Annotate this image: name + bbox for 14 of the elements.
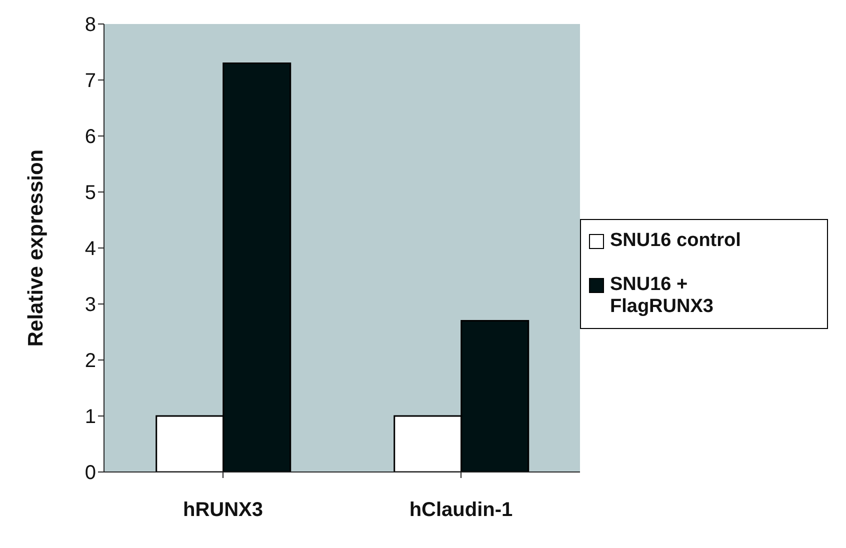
y-tick-label: 3 — [84, 294, 96, 316]
y-tick-label: 4 — [84, 238, 96, 260]
x-tick-label: hClaudin-1 — [409, 499, 513, 522]
y-tick-label: 1 — [84, 406, 96, 428]
y-axis-title: Relative expression — [24, 149, 48, 347]
legend-label: SNU16 + FlagRUNX3 — [610, 274, 714, 318]
y-tick-label: 7 — [84, 70, 96, 92]
y-tick-label: 0 — [84, 462, 96, 484]
y-tick-label: 8 — [84, 14, 96, 36]
y-tick-label: 5 — [84, 182, 96, 204]
x-tick-label: hRUNX3 — [182, 499, 264, 522]
legend-label: SNU16 control — [610, 230, 741, 252]
y-tick-label: 2 — [84, 350, 96, 372]
y-tick-label: 6 — [84, 126, 96, 148]
